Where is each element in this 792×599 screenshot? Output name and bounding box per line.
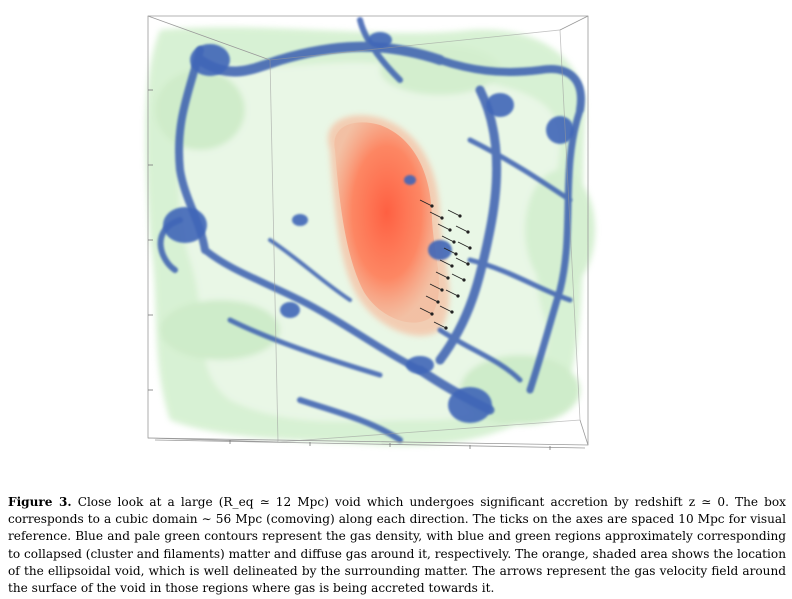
figure-caption: Figure 3. Close look at a large (R_eq ≃ … [8,494,786,597]
box-wireframe [147,15,589,449]
figure-panel [145,15,595,450]
ellipsoidal-void [328,115,450,336]
void-visualization [145,15,595,450]
cluster-blobs [163,32,574,423]
caption-text: Close look at a large (R_eq ≃ 12 Mpc) vo… [8,495,786,596]
velocity-arrows [419,199,472,330]
figure-label: Figure 3. [8,495,72,509]
axis-ticks [148,89,551,450]
